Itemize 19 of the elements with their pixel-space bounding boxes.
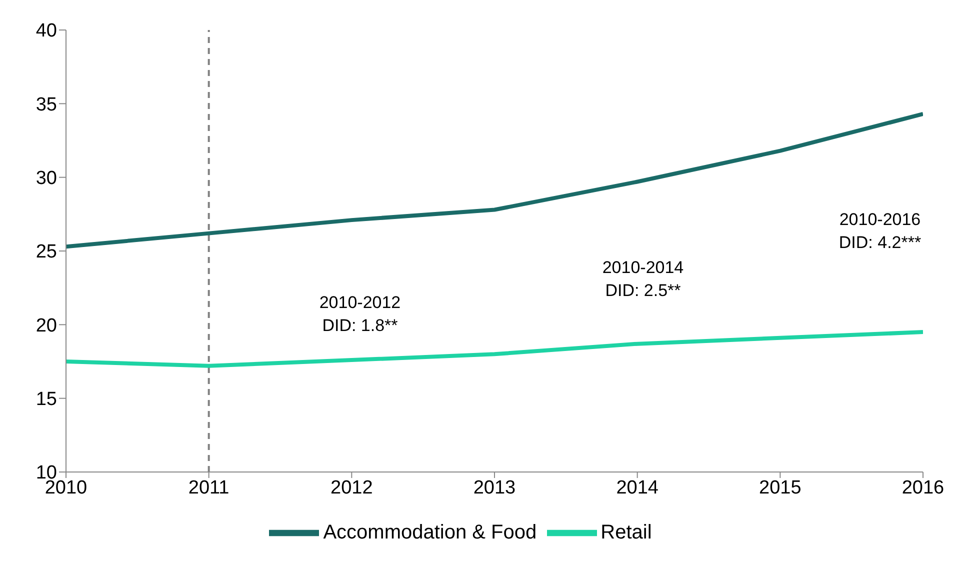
y-tick-label: 40 xyxy=(36,20,57,42)
x-tick-label: 2012 xyxy=(330,477,373,498)
legend-label: Retail xyxy=(600,521,652,544)
x-tick-label: 2014 xyxy=(616,477,659,498)
y-tick-label: 35 xyxy=(36,94,57,116)
x-tick-label: 2016 xyxy=(902,477,944,498)
line-series xyxy=(66,330,923,368)
y-tick-label: 20 xyxy=(36,315,57,336)
x-tick-label: 2011 xyxy=(188,477,230,498)
x-tick-label: 2015 xyxy=(759,477,802,498)
y-tick-label: 25 xyxy=(36,242,57,263)
line-series xyxy=(66,112,923,249)
y-tick-label: 15 xyxy=(36,389,57,410)
legend-label: Accommodation & Food xyxy=(323,521,537,544)
y-tick-label: 30 xyxy=(36,168,57,190)
annotation: 2010-2014 DID: 2.5** xyxy=(602,257,684,302)
annotation: 2010-2016 DID: 4.2*** xyxy=(838,209,922,254)
annotation: 2010-2012 DID: 1.8** xyxy=(319,292,401,337)
x-tick-label: 2013 xyxy=(473,477,516,498)
